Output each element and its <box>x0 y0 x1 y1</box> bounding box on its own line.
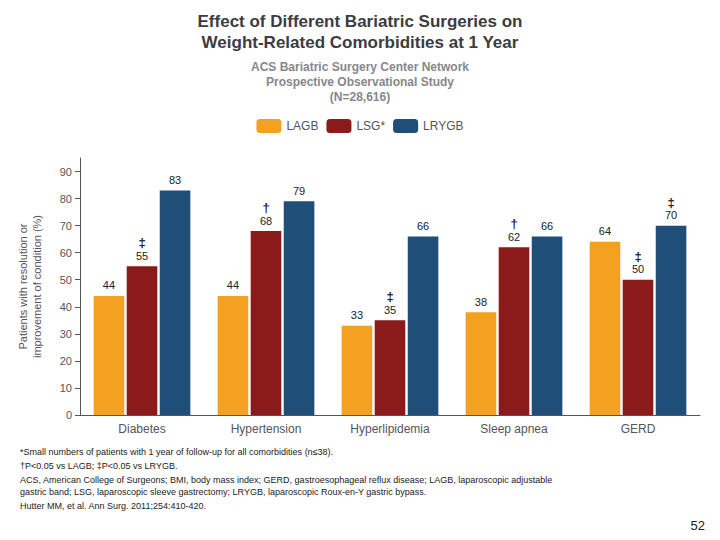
svg-text:80: 80 <box>60 193 72 205</box>
svg-text:Hypertension: Hypertension <box>231 422 302 436</box>
svg-text:40: 40 <box>60 301 72 313</box>
svg-text:64: 64 <box>599 225 611 237</box>
svg-text:improvement of condition (%): improvement of condition (%) <box>31 215 43 358</box>
svg-text:52: 52 <box>691 518 705 533</box>
svg-text:35: 35 <box>384 304 396 316</box>
svg-text:90: 90 <box>60 166 72 178</box>
svg-text:66: 66 <box>541 220 553 232</box>
svg-text:ACS, American College of Surge: ACS, American College of Surgeons; BMI, … <box>20 475 552 485</box>
svg-text:79: 79 <box>293 185 305 197</box>
svg-text:66: 66 <box>417 220 429 232</box>
svg-text:Patients with resolution or: Patients with resolution or <box>17 223 29 349</box>
svg-text:LAGB: LAGB <box>286 119 318 133</box>
svg-text:68: 68 <box>260 215 272 227</box>
svg-text:Prospective Observational Stud: Prospective Observational Study <box>266 75 454 89</box>
svg-text:(N=28,616): (N=28,616) <box>330 90 390 104</box>
svg-text:ACS Bariatric Surgery Center N: ACS Bariatric Surgery Center Network <box>251 60 469 74</box>
svg-text:‡: ‡ <box>667 195 674 210</box>
svg-text:LSG*: LSG* <box>356 119 385 133</box>
svg-text:LRYGB: LRYGB <box>423 119 463 133</box>
svg-text:70: 70 <box>60 220 72 232</box>
svg-text:38: 38 <box>475 296 487 308</box>
svg-text:*Small numbers of patients wit: *Small numbers of patients with 1 year o… <box>20 447 333 457</box>
svg-text:62: 62 <box>508 231 520 243</box>
svg-text:50: 50 <box>632 263 644 275</box>
svg-text:‡: ‡ <box>634 249 641 264</box>
svg-text:‡: ‡ <box>386 289 393 304</box>
svg-text:10: 10 <box>60 382 72 394</box>
svg-text:50: 50 <box>60 274 72 286</box>
svg-text:†: † <box>262 200 269 215</box>
svg-text:†P<0.05 vs LAGB; ‡P<0.05 vs LR: †P<0.05 vs LAGB; ‡P<0.05 vs LRYGB. <box>20 461 177 471</box>
svg-text:30: 30 <box>60 328 72 340</box>
svg-text:Diabetes: Diabetes <box>118 422 165 436</box>
svg-text:†: † <box>510 216 517 231</box>
svg-text:Hyperlipidemia: Hyperlipidemia <box>350 422 430 436</box>
svg-text:70: 70 <box>665 209 677 221</box>
svg-text:83: 83 <box>169 174 181 186</box>
svg-text:60: 60 <box>60 247 72 259</box>
svg-text:55: 55 <box>136 250 148 262</box>
svg-text:44: 44 <box>103 279 115 291</box>
svg-text:Weight-Related Comorbidities a: Weight-Related Comorbidities at 1 Year <box>202 33 519 52</box>
svg-text:0: 0 <box>66 409 72 421</box>
svg-text:20: 20 <box>60 355 72 367</box>
svg-text:Hutter MM, et al. Ann Surg. 20: Hutter MM, et al. Ann Surg. 2011;254:410… <box>20 501 206 511</box>
svg-text:33: 33 <box>351 309 363 321</box>
svg-text:gastric band; LSG, laparoscopi: gastric band; LSG, laparoscopic sleeve g… <box>20 487 426 497</box>
svg-text:GERD: GERD <box>621 422 656 436</box>
svg-text:‡: ‡ <box>138 235 145 250</box>
svg-text:Sleep apnea: Sleep apnea <box>480 422 548 436</box>
svg-text:44: 44 <box>227 279 239 291</box>
svg-text:Effect of Different Bariatric: Effect of Different Bariatric Surgeries … <box>198 12 523 31</box>
